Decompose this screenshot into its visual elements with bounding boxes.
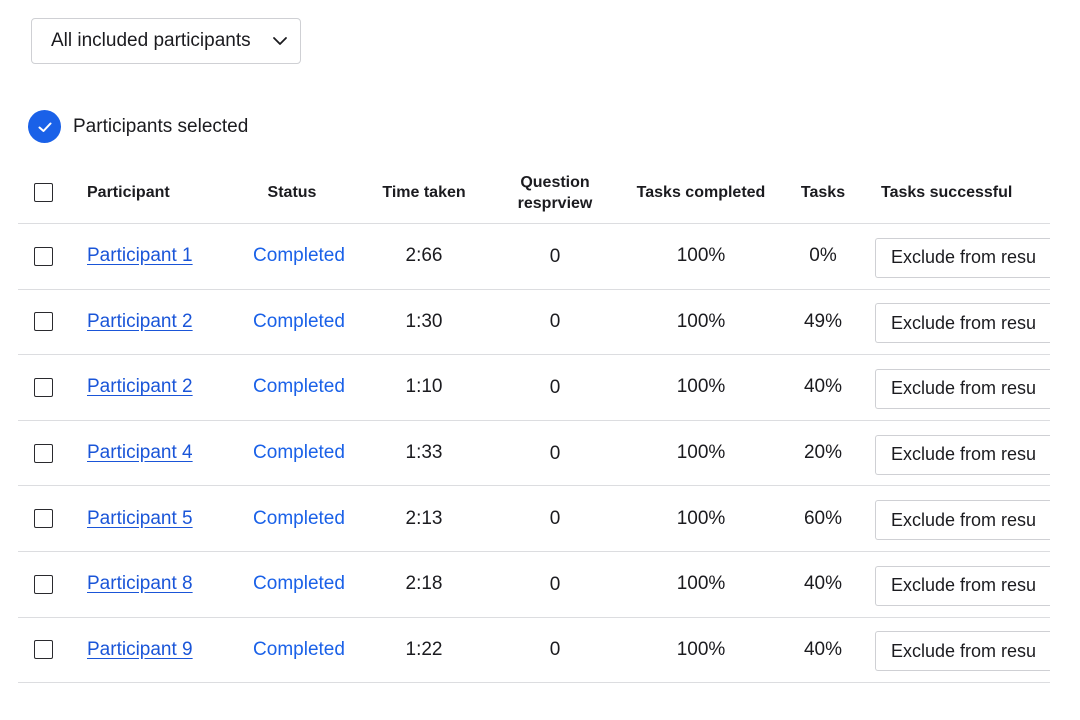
exclude-from-results-button[interactable]: Exclude from resu [875, 434, 1050, 475]
time-taken-value: 1:10 [405, 376, 443, 398]
column-header-question[interactable]: Question resprview [495, 162, 615, 223]
tasks-value: 20% [803, 442, 843, 464]
table-row: Participant 5 Completed 2:13 0 100% 60% … [18, 486, 1050, 552]
question-value: 0 [549, 376, 561, 398]
column-header-time-taken[interactable]: Time taken [382, 183, 466, 201]
question-value: 0 [549, 245, 561, 267]
question-value: 0 [549, 639, 561, 661]
table-row: Participant 9 Completed 1:22 0 100% 40% … [18, 618, 1050, 684]
status-text: Completed [253, 442, 345, 464]
column-header-participant[interactable]: Participant [87, 183, 170, 201]
tasks-value: 40% [803, 573, 843, 595]
column-header-question-line2: resprview [517, 194, 593, 212]
table-row: Participant 4 Completed 1:33 0 100% 20% … [18, 421, 1050, 487]
select-all-checkbox[interactable] [34, 183, 53, 202]
participants-table: Participant Status Time taken Question re… [18, 162, 1050, 684]
tasks-completed-value: 100% [676, 507, 726, 529]
column-header-status[interactable]: Status [267, 183, 317, 201]
time-taken-value: 1:33 [405, 442, 443, 464]
filter-selected-value: All included participants [51, 30, 251, 51]
tasks-completed-value: 100% [676, 573, 726, 595]
tasks-value: 40% [803, 638, 843, 660]
status-text: Completed [253, 507, 345, 529]
column-header-tasks-successful[interactable]: Tasks successful [881, 183, 1013, 201]
participant-link[interactable]: Participant 9 [87, 638, 193, 660]
table-row: Participant 2 Completed 1:30 0 100% 49% … [18, 290, 1050, 356]
tasks-value: 49% [803, 310, 843, 332]
question-value: 0 [549, 508, 561, 530]
participant-link[interactable]: Participant 2 [87, 310, 193, 332]
status-text: Completed [253, 573, 345, 595]
participant-link[interactable]: Participant 8 [87, 573, 193, 595]
status-text: Completed [253, 310, 345, 332]
time-taken-value: 2:66 [405, 245, 443, 267]
participant-link[interactable]: Participant 4 [87, 442, 193, 464]
question-value: 0 [549, 311, 561, 333]
tasks-completed-value: 100% [676, 310, 726, 332]
exclude-from-results-button[interactable]: Exclude from resu [875, 237, 1050, 278]
row-checkbox[interactable] [34, 312, 53, 332]
time-taken-value: 1:22 [405, 638, 443, 660]
exclude-from-results-button[interactable]: Exclude from resu [875, 303, 1050, 344]
column-header-tasks[interactable]: Tasks [800, 183, 846, 201]
participant-filter-dropdown[interactable]: All included participants [31, 18, 301, 64]
selection-indicator: Participants selected [28, 110, 248, 143]
row-checkbox[interactable] [34, 574, 53, 594]
tasks-completed-value: 100% [676, 376, 726, 398]
tasks-value: 60% [803, 507, 843, 529]
time-taken-value: 2:18 [405, 573, 443, 595]
tasks-completed-value: 100% [676, 245, 726, 267]
selection-label: Participants selected [73, 115, 249, 137]
row-checkbox[interactable] [34, 377, 53, 397]
exclude-from-results-button[interactable]: Exclude from resu [875, 368, 1050, 409]
chevron-down-icon [273, 37, 287, 45]
table-row: Participant 2 Completed 1:10 0 100% 40% … [18, 355, 1050, 421]
participant-link[interactable]: Participant 5 [87, 507, 193, 529]
question-value: 0 [549, 442, 561, 464]
tasks-completed-value: 100% [676, 638, 726, 660]
exclude-from-results-button[interactable]: Exclude from resu [875, 565, 1050, 606]
row-checkbox[interactable] [34, 443, 53, 463]
time-taken-value: 1:30 [405, 310, 443, 332]
tasks-value: 0% [809, 245, 837, 267]
participant-link[interactable]: Participant 1 [87, 245, 193, 267]
exclude-from-results-button[interactable]: Exclude from resu [875, 631, 1050, 672]
question-value: 0 [549, 573, 561, 595]
tasks-completed-value: 100% [676, 442, 726, 464]
table-row: Participant 8 Completed 2:18 0 100% 40% … [18, 552, 1050, 618]
participant-link[interactable]: Participant 2 [87, 376, 193, 398]
row-checkbox[interactable] [34, 509, 53, 529]
status-text: Completed [253, 245, 345, 267]
column-header-tasks-completed[interactable]: Tasks completed [636, 183, 766, 201]
row-checkbox[interactable] [34, 246, 53, 266]
status-text: Completed [253, 638, 345, 660]
exclude-from-results-button[interactable]: Exclude from resu [875, 500, 1050, 541]
column-header-question-line1: Question [520, 173, 590, 191]
checkmark-circle-icon[interactable] [28, 110, 61, 143]
row-checkbox[interactable] [34, 640, 53, 660]
tasks-value: 40% [803, 376, 843, 398]
table-header-row: Participant Status Time taken Question re… [18, 162, 1050, 224]
time-taken-value: 2:13 [405, 507, 443, 529]
table-row: Participant 1 Completed 2:66 0 100% 0% E… [18, 224, 1050, 290]
status-text: Completed [253, 376, 345, 398]
